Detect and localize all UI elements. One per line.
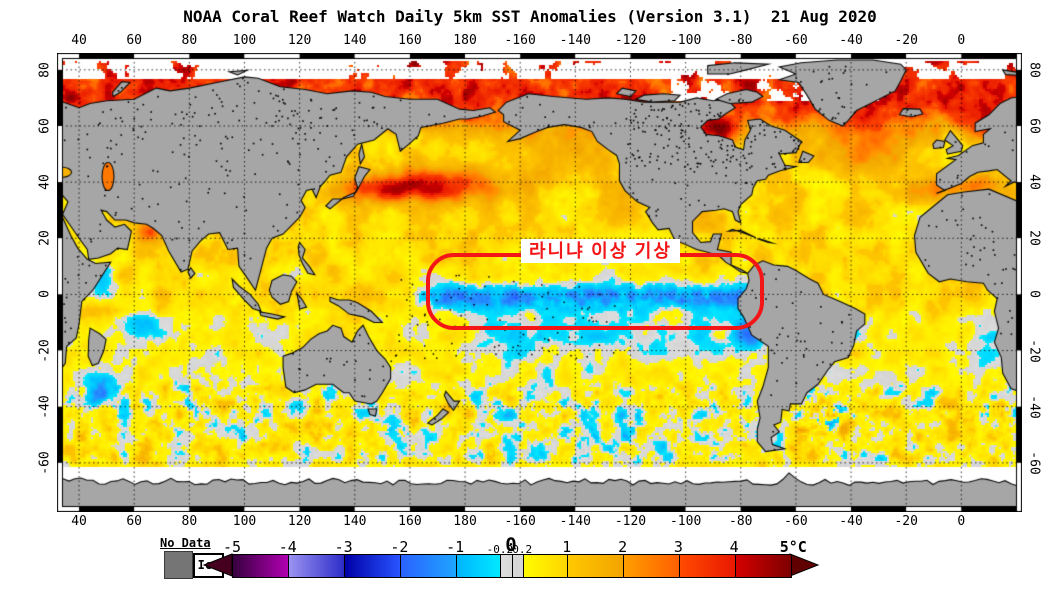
lon-top-tick-label: -120 [614, 33, 647, 48]
lat-left-tick-label: 60 [37, 118, 53, 134]
colorbar-tick-label: -1 [446, 538, 465, 556]
colorbar-tick-label: 2 [618, 538, 628, 556]
lon-bottom-tick-label: 140 [343, 514, 367, 529]
colorbar-tick-label: -3 [334, 538, 353, 556]
lon-top-tick-label: -100 [669, 33, 702, 48]
colorbar-separator [344, 555, 346, 577]
lat-right-tick-label: 60 [1026, 118, 1042, 134]
lat-left-tick-label: -40 [37, 394, 53, 419]
lon-bottom-tick-label: -120 [614, 514, 647, 529]
lon-bottom-tick-label: 40 [71, 514, 87, 529]
lon-top-tick-label: -20 [894, 33, 918, 48]
lat-right-tick-label: 0 [1026, 290, 1042, 299]
lon-top-tick-label: 180 [453, 33, 477, 48]
lon-bottom-tick-label: -160 [504, 514, 536, 529]
colorbar-separator [522, 555, 524, 577]
colorbar-separator [623, 555, 625, 577]
no-data-label: No Data [160, 536, 211, 550]
lon-bottom-tick-label: 180 [453, 514, 477, 529]
lon-bottom-tick-label: 60 [126, 514, 143, 529]
colorbar-tick-label: 1 [562, 538, 572, 556]
lon-top-tick-label: 60 [126, 33, 143, 48]
lat-right-tick-label: -60 [1026, 451, 1042, 475]
lon-bottom-tick-label: 160 [398, 514, 422, 529]
lat-left-tick-label: 80 [37, 62, 53, 78]
lat-right-tick-label: 40 [1026, 174, 1042, 190]
lon-bottom-tick-label: -140 [559, 514, 591, 529]
lon-top-tick-label: 40 [71, 33, 87, 48]
lat-left-tick-label: 20 [37, 230, 53, 247]
lon-top-tick-label: -80 [729, 33, 753, 48]
colorbar-right-arrow [789, 553, 820, 577]
colorbar-separator [288, 555, 290, 577]
sst-anomaly-map-canvas [57, 53, 1022, 512]
colorbar [232, 554, 792, 578]
lat-left-tick-label: -20 [37, 338, 53, 363]
lon-top-tick-label: 120 [287, 33, 312, 48]
lat-right-tick-label: -20 [1026, 338, 1042, 363]
colorbar-tick-label: -4 [278, 538, 297, 556]
colorbar-tick-label: 5°C [779, 538, 807, 556]
lon-top-tick-label: 0 [957, 33, 966, 48]
lon-top-tick-label: -160 [504, 33, 536, 48]
colorbar-tick-label: -0.2 [486, 543, 514, 556]
colorbar-separator [500, 555, 502, 577]
colorbar-tick-label: 0.2 [512, 543, 533, 556]
colorbar-tick-label: -5 [222, 538, 242, 556]
lat-left-tick-label: -60 [37, 451, 53, 475]
colorbar-left-arrow [202, 553, 233, 577]
lon-bottom-tick-label: 120 [287, 514, 312, 529]
lon-bottom-tick-label: 100 [232, 514, 257, 529]
lat-left-tick-label: 40 [37, 174, 53, 190]
colorbar-tick-label: 4 [729, 538, 739, 556]
lon-bottom-tick-label: -20 [894, 514, 918, 529]
lat-right-tick-label: 20 [1026, 230, 1042, 247]
lon-bottom-tick-label: 0 [957, 514, 966, 529]
colorbar-separator [455, 555, 457, 577]
lon-top-tick-label: -40 [839, 33, 863, 48]
lat-right-tick-label: -40 [1026, 394, 1042, 419]
la-nina-annotation-label: 라니냐 이상 기상 [521, 239, 680, 263]
colorbar-tick-label: -2 [390, 538, 409, 556]
lon-bottom-tick-label: -80 [729, 514, 753, 529]
lon-top-tick-label: 80 [181, 33, 198, 48]
colorbar-separator [511, 555, 513, 577]
colorbar-separator [678, 555, 680, 577]
lat-right-tick-label: 80 [1026, 62, 1042, 78]
map-area: 라니냐 이상 기상 [57, 53, 1022, 512]
colorbar-separator [399, 555, 401, 577]
lon-top-tick-label: 160 [398, 33, 422, 48]
colorbar-tick-label: 3 [673, 538, 683, 556]
colorbar-tick-labels: -5 -4 -3 -2 -1 -0.2 0 0.2 1 2 3 4 5°C [0, 534, 1060, 556]
lon-top-tick-label: 100 [232, 33, 257, 48]
colorbar-tick-label: 0 [505, 534, 517, 556]
lon-top-tick-label: -60 [784, 33, 808, 48]
no-data-swatch [164, 551, 193, 579]
lon-bottom-tick-label: -40 [839, 514, 863, 529]
lon-top-tick-label: 140 [343, 33, 367, 48]
lon-bottom-tick-label: -60 [784, 514, 808, 529]
lon-top-tick-label: -140 [559, 33, 591, 48]
lon-bottom-tick-label: -100 [669, 514, 702, 529]
colorbar-separator [567, 555, 569, 577]
lat-left-tick-label: 0 [37, 290, 53, 299]
lon-bottom-tick-label: 80 [181, 514, 198, 529]
colorbar-separator [734, 555, 736, 577]
chart-title: NOAA Coral Reef Watch Daily 5km SST Anom… [183, 7, 877, 26]
